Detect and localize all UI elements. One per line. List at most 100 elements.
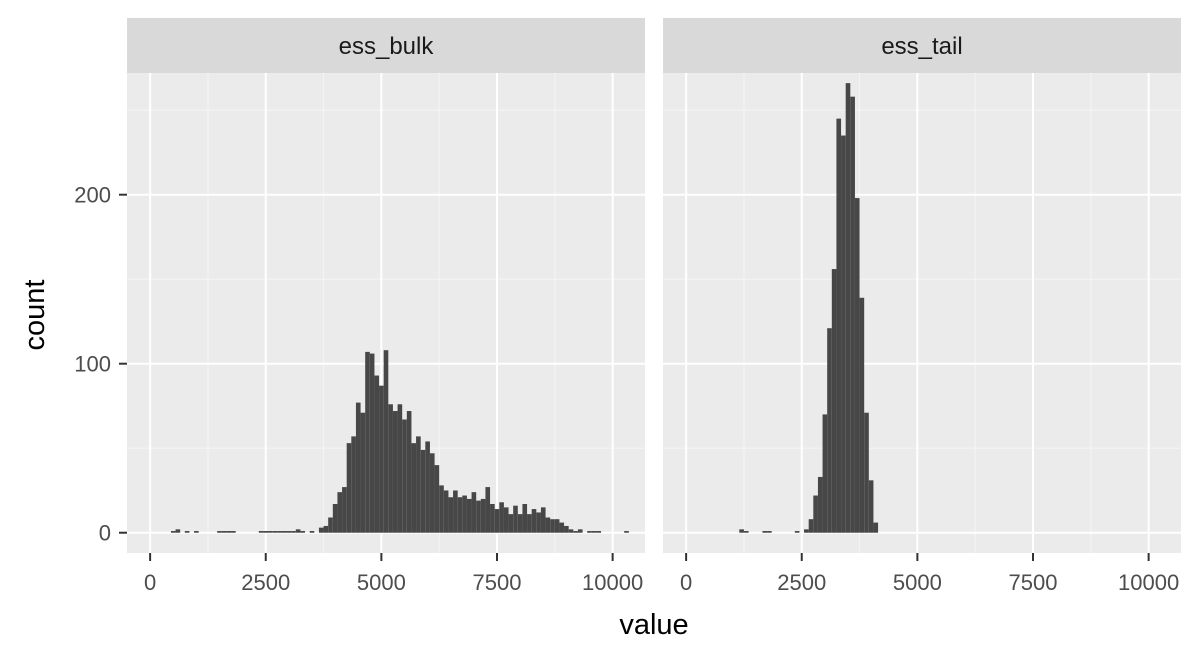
facet-ess-tail: ess_tail [663, 18, 1181, 553]
x-tick-label: 10000 [582, 570, 643, 595]
y-tick-label: 100 [74, 352, 111, 377]
x-axis-title: value [619, 609, 688, 641]
histogram-bar [564, 525, 569, 533]
histogram-bar [854, 198, 860, 533]
histogram-bar [365, 351, 370, 533]
x-tick-label: 2500 [777, 570, 826, 595]
histogram-bar [850, 96, 855, 533]
x-tick-label: 0 [680, 570, 692, 595]
histogram-bar [194, 531, 199, 533]
bars [739, 83, 879, 533]
histogram-bar [739, 529, 744, 533]
histogram-bar [476, 500, 481, 533]
histogram-bar [226, 531, 232, 533]
histogram-bar [434, 465, 440, 533]
histogram-bar [545, 517, 551, 533]
x-tick-label: 5000 [893, 570, 942, 595]
y-tick-label: 0 [99, 521, 111, 546]
panel-background [663, 73, 1181, 553]
histogram-bar [577, 529, 583, 533]
histogram-bar [439, 485, 444, 533]
histogram-bar [231, 531, 236, 533]
histogram-bar [277, 531, 282, 533]
histogram-bar [864, 412, 869, 533]
histogram-bar [808, 519, 814, 533]
histogram-bar [868, 480, 874, 533]
histogram-bar [845, 83, 851, 533]
histogram-bar [374, 375, 380, 533]
x-tick-label: 0 [144, 570, 156, 595]
histogram-bar [429, 453, 435, 533]
histogram-bar [263, 531, 269, 533]
histogram-bar [508, 514, 514, 533]
histogram-bar [836, 118, 842, 533]
histogram-bar [425, 441, 430, 533]
y-axis: 0 100 200 [74, 183, 127, 546]
histogram-bar [258, 531, 264, 533]
bars [170, 350, 629, 533]
histogram-bar [420, 449, 426, 533]
histogram-bar [480, 498, 486, 533]
histogram-bar [332, 503, 338, 533]
histogram-bar [517, 514, 523, 533]
grid-lines [127, 73, 645, 553]
histogram-bar [827, 328, 832, 533]
histogram-bar [490, 503, 495, 533]
histogram-bar [767, 531, 772, 533]
histogram-bar [794, 531, 800, 533]
histogram-bar [281, 531, 287, 533]
histogram-bar [554, 519, 560, 533]
histogram-bar [522, 503, 528, 533]
x-axis-right: 0 2500 5000 7500 10000 [680, 553, 1179, 595]
x-tick-label: 5000 [357, 570, 406, 595]
x-axis-left: 0 2500 5000 7500 10000 [144, 553, 643, 595]
histogram-bar [388, 404, 393, 533]
histogram-bar [300, 531, 306, 533]
histogram-bar [342, 487, 347, 533]
histogram-bar [369, 353, 375, 533]
histogram-bar [448, 497, 454, 533]
histogram-bar [411, 443, 417, 533]
histogram-bar [531, 509, 537, 533]
histogram-bar [323, 525, 329, 533]
y-axis-title: count [19, 280, 51, 351]
x-tick-label: 7500 [473, 570, 522, 595]
histogram-bar [175, 529, 181, 533]
y-tick-label: 200 [74, 183, 111, 208]
grid-lines [663, 73, 1181, 553]
histogram-bar [272, 531, 278, 533]
histogram-bar [527, 514, 532, 533]
histogram-bar [309, 531, 315, 533]
histogram-bar [536, 512, 541, 533]
histogram-bar [392, 411, 398, 533]
histogram-bar [503, 507, 509, 533]
histogram-bar [221, 531, 227, 533]
histogram-bar [355, 402, 361, 533]
histogram-bar [624, 531, 629, 533]
histogram-bar [494, 509, 500, 533]
histogram-bar [184, 531, 190, 533]
facet-ess-bulk: ess_bulk [127, 18, 645, 553]
histogram-bar [337, 492, 343, 533]
histogram-bar [817, 476, 823, 533]
histogram-bar [402, 419, 407, 533]
histogram-bar [383, 350, 389, 533]
histogram-bar [822, 414, 828, 533]
histogram-bar [559, 522, 565, 533]
histogram-bar [550, 519, 555, 533]
histogram-bar [318, 527, 324, 533]
histogram-bar [591, 531, 597, 533]
histogram-bar [416, 436, 421, 533]
histogram-bar [268, 531, 273, 533]
histogram-bar [485, 487, 491, 533]
x-tick-label: 2500 [241, 570, 290, 595]
histogram-bar [406, 411, 412, 533]
histogram-bar [286, 531, 292, 533]
histogram-bar [499, 502, 504, 533]
histogram-bar [540, 507, 546, 533]
histogram-bar [873, 522, 879, 533]
histogram-bar [462, 495, 467, 533]
histogram-bar [291, 531, 296, 533]
histogram-bar [596, 531, 602, 533]
histogram-bar [457, 497, 463, 533]
